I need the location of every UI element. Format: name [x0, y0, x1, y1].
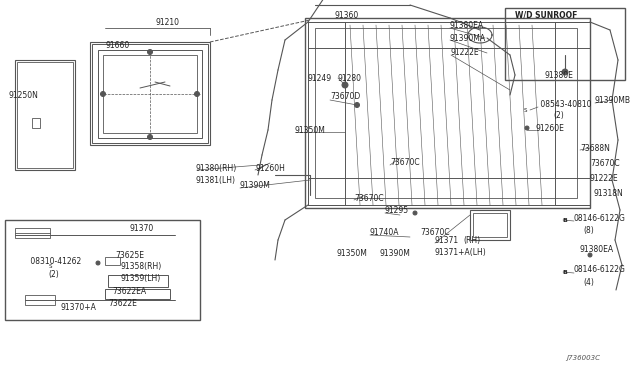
- Text: 91390MA: 91390MA: [450, 33, 486, 42]
- Text: 91371+A(LH): 91371+A(LH): [435, 247, 487, 257]
- Text: (RH): (RH): [463, 235, 480, 244]
- Bar: [92, 44, 208, 143]
- Text: 08543-40810: 08543-40810: [538, 99, 591, 109]
- Bar: [15, 228, 50, 238]
- Text: 91380EA: 91380EA: [450, 20, 484, 29]
- Text: 91260E: 91260E: [536, 124, 565, 132]
- Bar: [505, 8, 625, 80]
- Bar: [305, 18, 590, 208]
- Circle shape: [147, 49, 152, 55]
- Text: (4): (4): [583, 278, 594, 286]
- Text: 73670D: 73670D: [330, 92, 360, 100]
- Text: 91360: 91360: [335, 10, 359, 19]
- Circle shape: [525, 126, 529, 130]
- Text: 91370: 91370: [130, 224, 154, 232]
- Text: 91280: 91280: [338, 74, 362, 83]
- Bar: [473, 213, 507, 237]
- Text: 91380(RH): 91380(RH): [195, 164, 236, 173]
- Text: (2): (2): [553, 110, 564, 119]
- Bar: [470, 210, 510, 240]
- Text: 91318N: 91318N: [594, 189, 624, 198]
- Text: 91740A: 91740A: [370, 228, 399, 237]
- Text: B: B: [563, 269, 568, 275]
- Text: 91295: 91295: [385, 205, 409, 215]
- Text: 08310-41262: 08310-41262: [28, 257, 81, 266]
- Text: (2): (2): [48, 270, 59, 279]
- Text: 91660: 91660: [105, 41, 129, 49]
- Text: 73625E: 73625E: [115, 250, 144, 260]
- Text: 91390M: 91390M: [240, 180, 271, 189]
- Text: 08146-6122G: 08146-6122G: [574, 214, 626, 222]
- Text: 73670C: 73670C: [420, 228, 450, 237]
- Text: 91390MB: 91390MB: [595, 96, 631, 105]
- Text: 73670C: 73670C: [390, 157, 420, 167]
- Text: B: B: [563, 218, 568, 222]
- Text: 73688N: 73688N: [580, 144, 610, 153]
- Circle shape: [562, 69, 568, 75]
- Circle shape: [147, 135, 152, 140]
- Text: S: S: [524, 108, 527, 112]
- Circle shape: [342, 82, 348, 88]
- Text: S: S: [48, 264, 52, 269]
- Circle shape: [355, 103, 360, 108]
- Circle shape: [195, 92, 200, 96]
- Text: 91350M: 91350M: [337, 248, 368, 257]
- Bar: [25, 295, 55, 305]
- Text: 91210: 91210: [155, 17, 179, 26]
- Text: 91370+A: 91370+A: [60, 304, 96, 312]
- Circle shape: [100, 92, 106, 96]
- Text: 91222E: 91222E: [451, 48, 479, 57]
- Bar: [315, 28, 577, 198]
- Text: 91222E: 91222E: [590, 173, 619, 183]
- Text: 91381(LH): 91381(LH): [195, 176, 235, 185]
- Bar: [105, 257, 120, 265]
- Bar: [105, 289, 170, 299]
- Text: J736003C: J736003C: [566, 355, 600, 361]
- Circle shape: [588, 253, 592, 257]
- Text: (8): (8): [583, 225, 594, 234]
- Text: 91380EA: 91380EA: [580, 246, 614, 254]
- Text: 91371: 91371: [435, 235, 459, 244]
- Text: 08146-6122G: 08146-6122G: [574, 266, 626, 275]
- Text: 91350M: 91350M: [295, 125, 326, 135]
- Text: 73670C: 73670C: [590, 158, 620, 167]
- Circle shape: [96, 261, 100, 265]
- Text: 91260H: 91260H: [255, 164, 285, 173]
- Bar: [108, 275, 168, 287]
- Text: 91358(RH): 91358(RH): [120, 263, 161, 272]
- Bar: [17, 62, 73, 168]
- Text: 91380E: 91380E: [545, 71, 574, 80]
- Bar: [5, 220, 200, 320]
- Text: 73670C: 73670C: [354, 193, 383, 202]
- Text: 91250N: 91250N: [8, 90, 38, 99]
- Text: 91359(LH): 91359(LH): [120, 275, 160, 283]
- Text: 73622E: 73622E: [108, 298, 137, 308]
- Text: 91390M: 91390M: [380, 248, 411, 257]
- Text: 91249: 91249: [308, 74, 332, 83]
- Text: W/D SUNROOF: W/D SUNROOF: [515, 10, 577, 19]
- Text: 73622EA: 73622EA: [112, 286, 146, 295]
- Circle shape: [413, 211, 417, 215]
